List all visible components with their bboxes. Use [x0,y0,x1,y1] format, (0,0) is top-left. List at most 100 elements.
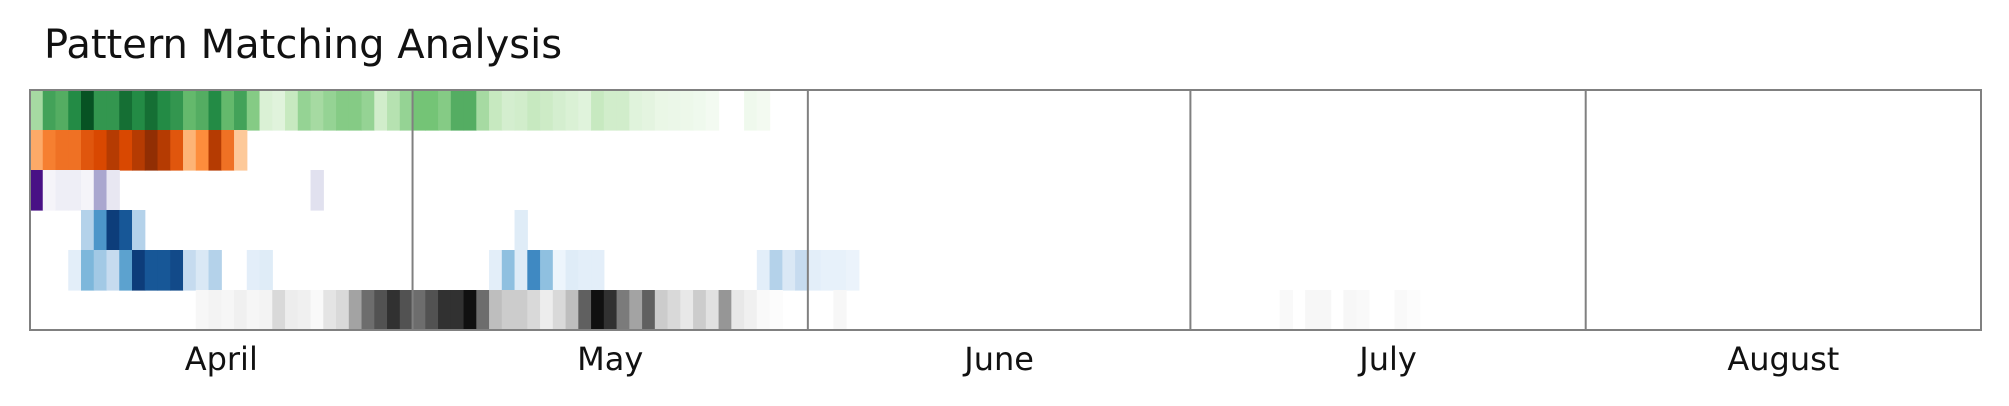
heatmap-cell [501,90,516,131]
heatmap-cell [119,210,133,251]
heatmap-cell [208,290,222,331]
heatmap-cell [642,290,656,331]
heatmap-cell [1407,290,1421,331]
heatmap-cell [81,90,95,131]
heatmap-cell [514,250,528,291]
heatmap-cell [297,90,312,131]
heatmap-cell [578,290,592,331]
heatmap-cell [527,290,541,331]
heatmap-cell [285,90,299,131]
heatmap-cell [55,130,69,171]
heatmap-cell [489,90,503,131]
heatmap-cell [399,290,414,331]
heatmap-cell [387,290,401,331]
month-label: May [577,340,643,378]
heatmap-cell [756,250,771,291]
heatmap-cell [132,250,146,291]
heatmap-cell [540,90,554,131]
heatmap-cell [93,210,108,251]
heatmap-cell [55,90,69,131]
heatmap-cell [374,290,388,331]
heatmap-cell [705,290,720,331]
heatmap-cell [514,210,528,251]
heatmap-cell [450,290,465,331]
heatmap-cell [348,90,363,131]
heatmap-cell [552,90,567,131]
heatmap-cell [259,90,273,131]
heatmap-cell [514,90,528,131]
heatmap-cell [591,250,605,291]
heatmap-cell [132,130,146,171]
heatmap-cell [412,90,426,131]
heatmap-cell [501,250,516,291]
heatmap-cell [667,290,681,331]
heatmap-cell [234,90,248,131]
heatmap-cell [795,250,809,291]
heatmap-cell [744,90,758,131]
heatmap-cell [259,250,273,291]
heatmap-cell [820,250,834,291]
heatmap-cell [157,90,171,131]
heatmap-cell [132,210,146,251]
heatmap-cell [527,250,541,291]
heatmap-cell [68,90,82,131]
heatmap-cell [361,90,375,131]
heatmap-cell [285,290,299,331]
heatmap-cell [425,290,439,331]
heatmap-cell [30,170,44,211]
heatmap-cell [81,250,95,291]
heatmap-cell [654,90,669,131]
heatmap-cell [30,130,44,171]
heatmap-cell [106,210,120,251]
heatmap-cell [195,90,210,131]
heatmap-cell [489,290,503,331]
heatmap-cell [680,90,694,131]
heatmap-cell [119,90,133,131]
heatmap-cell [208,90,222,131]
heatmap-cell [463,290,477,331]
heatmap-cell [259,290,273,331]
heatmap-cell [195,130,210,171]
heatmap-cell [833,290,847,331]
heatmap-cell [183,130,197,171]
heatmap-cell [144,250,159,291]
heatmap-cell [807,250,822,291]
heatmap-cell [667,90,681,131]
month-label: August [1727,340,1839,378]
heatmap-cell [527,90,541,131]
heatmap-cell [463,90,477,131]
heatmap-cell [336,90,350,131]
heatmap-cell [1343,290,1357,331]
heatmap-cell [680,290,694,331]
heatmap-cell [323,290,337,331]
heatmap-cell [744,290,758,331]
heatmap-cell [195,290,210,331]
heatmap-cell [565,90,579,131]
heatmap-cell [144,90,159,131]
heatmap-cell [348,290,363,331]
heatmap-cell [42,90,57,131]
heatmap-cell [246,290,261,331]
heatmap-cell [157,130,171,171]
heatmap-cell [514,290,528,331]
heatmap-cell [323,90,337,131]
heatmap-cell [93,90,108,131]
heatmap-cell [731,290,745,331]
heatmap-cell [81,210,95,251]
heatmap-cell [246,250,261,291]
heatmap-cell [846,250,860,291]
heatmap-cell [106,170,120,211]
heatmap-cell [412,290,426,331]
heatmap-cell [540,250,554,291]
heatmap-cell [336,290,350,331]
heatmap-cell [1317,290,1332,331]
heatmap-cell [310,170,324,211]
heatmap-cell [68,170,82,211]
heatmap-cell [170,250,184,291]
heatmap-cell [310,290,324,331]
heatmap-cell [246,90,261,131]
month-label: April [185,340,258,378]
heatmap-cell [106,90,120,131]
heatmap-cell [170,90,184,131]
